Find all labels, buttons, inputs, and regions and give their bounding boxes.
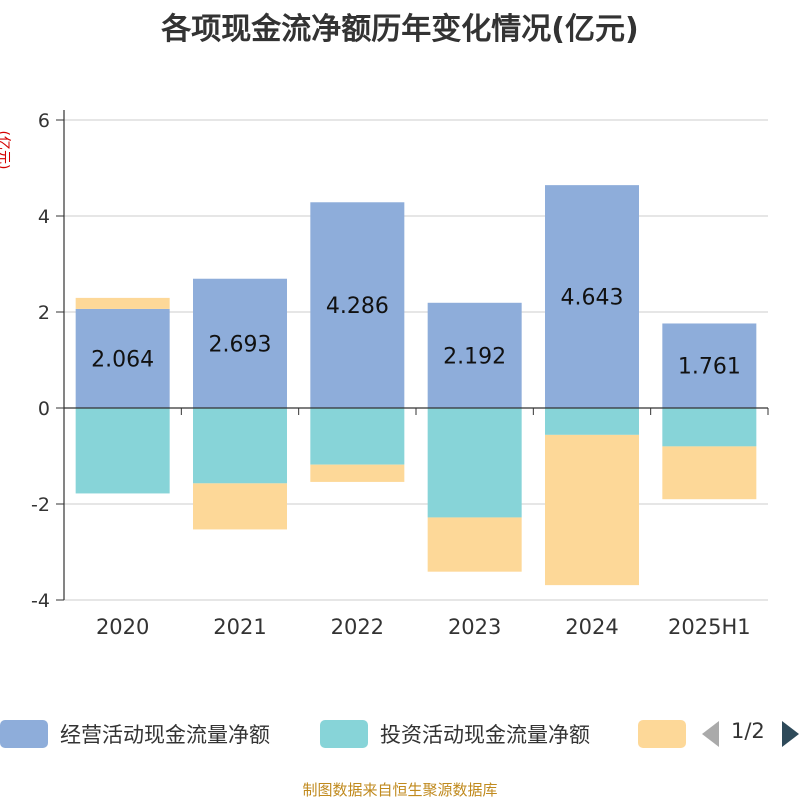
y-tick-label-3: 0	[38, 398, 50, 420]
bar-s1-2021	[193, 408, 287, 484]
bar-s1-2020	[75, 408, 170, 494]
bar-s0-2020	[75, 308, 170, 408]
bar-s0-2021	[193, 278, 287, 408]
legend-label-operating: 经营活动现金流量净额	[60, 723, 270, 747]
bar-s0-2022	[310, 202, 405, 408]
y-tick-label-1: 4	[38, 206, 50, 228]
bar-s1-2024	[545, 408, 639, 435]
x-tick-label-2020: 2020	[96, 615, 149, 639]
bar-value-label-2020: 2.064	[91, 347, 154, 372]
x-tick-label-2023: 2023	[448, 615, 501, 639]
axes	[56, 110, 769, 601]
legend-item-investing[interactable]: 投资活动现金流量净额	[320, 716, 590, 752]
legend-prev-page-icon[interactable]	[702, 721, 719, 747]
legend-page-indicator: 1/2	[731, 719, 765, 743]
bar-s1-2022	[310, 408, 405, 465]
labels: 6 4 2 0 -2 -4 2.064 2020 2.693 2021 4.286 2022 2.192…	[31, 110, 751, 639]
bar-s0-2025H1	[662, 323, 757, 408]
bar-value-label-2025H1: 1.761	[678, 355, 741, 380]
legend-item-financing[interactable]	[638, 716, 698, 752]
legend-label-investing: 投资活动现金流量净额	[380, 723, 590, 747]
data-source-note: 制图数据来自恒生聚源数据库	[302, 781, 498, 799]
legend-swatch-investing	[320, 720, 368, 748]
bars	[75, 185, 757, 586]
bar-s1-2023	[427, 408, 522, 518]
bar-value-label-2022: 4.286	[326, 294, 389, 319]
bar-value-label-2023: 2.192	[443, 344, 506, 369]
bar-s2-2020	[75, 297, 170, 309]
legend-swatch-operating	[0, 720, 48, 748]
bar-chart: 6 4 2 0 -2 -4 2.064 2020 2.693 2021 4.286 2022 2.192…	[31, 110, 769, 639]
bar-s0-2024	[545, 185, 639, 408]
legend-next-page-icon[interactable]	[782, 721, 799, 747]
legend-swatch-financing	[638, 720, 686, 748]
y-tick-label-2: 2	[38, 302, 50, 324]
bar-s2-2025H1	[662, 446, 757, 500]
bar-s2-2024	[545, 434, 639, 586]
bar-value-label-2024: 4.643	[561, 286, 624, 311]
bar-s2-2023	[427, 517, 522, 572]
x-tick-label-2025H1: 2025H1	[668, 615, 751, 639]
y-tick-label-0: 6	[38, 110, 50, 132]
bar-value-label-2021: 2.693	[209, 332, 272, 357]
chart-title: 各项现金流净额历年变化情况(亿元)	[161, 12, 639, 47]
bar-s1-2025H1	[662, 408, 757, 447]
x-tick-label-2021: 2021	[213, 615, 266, 639]
bar-s2-2021	[193, 483, 287, 530]
grid-lines	[64, 119, 768, 601]
x-tick-label-2022: 2022	[331, 615, 384, 639]
x-tick-label-2024: 2024	[565, 615, 618, 639]
bar-s2-2022	[310, 464, 405, 482]
legend: 经营活动现金流量净额 投资活动现金流量净额 1/2	[0, 716, 800, 752]
y-tick-label-5: -4	[31, 590, 50, 612]
bar-s0-2023	[427, 302, 522, 408]
y-tick-label-4: -2	[31, 494, 50, 516]
legend-item-operating[interactable]: 经营活动现金流量净额	[0, 716, 270, 752]
